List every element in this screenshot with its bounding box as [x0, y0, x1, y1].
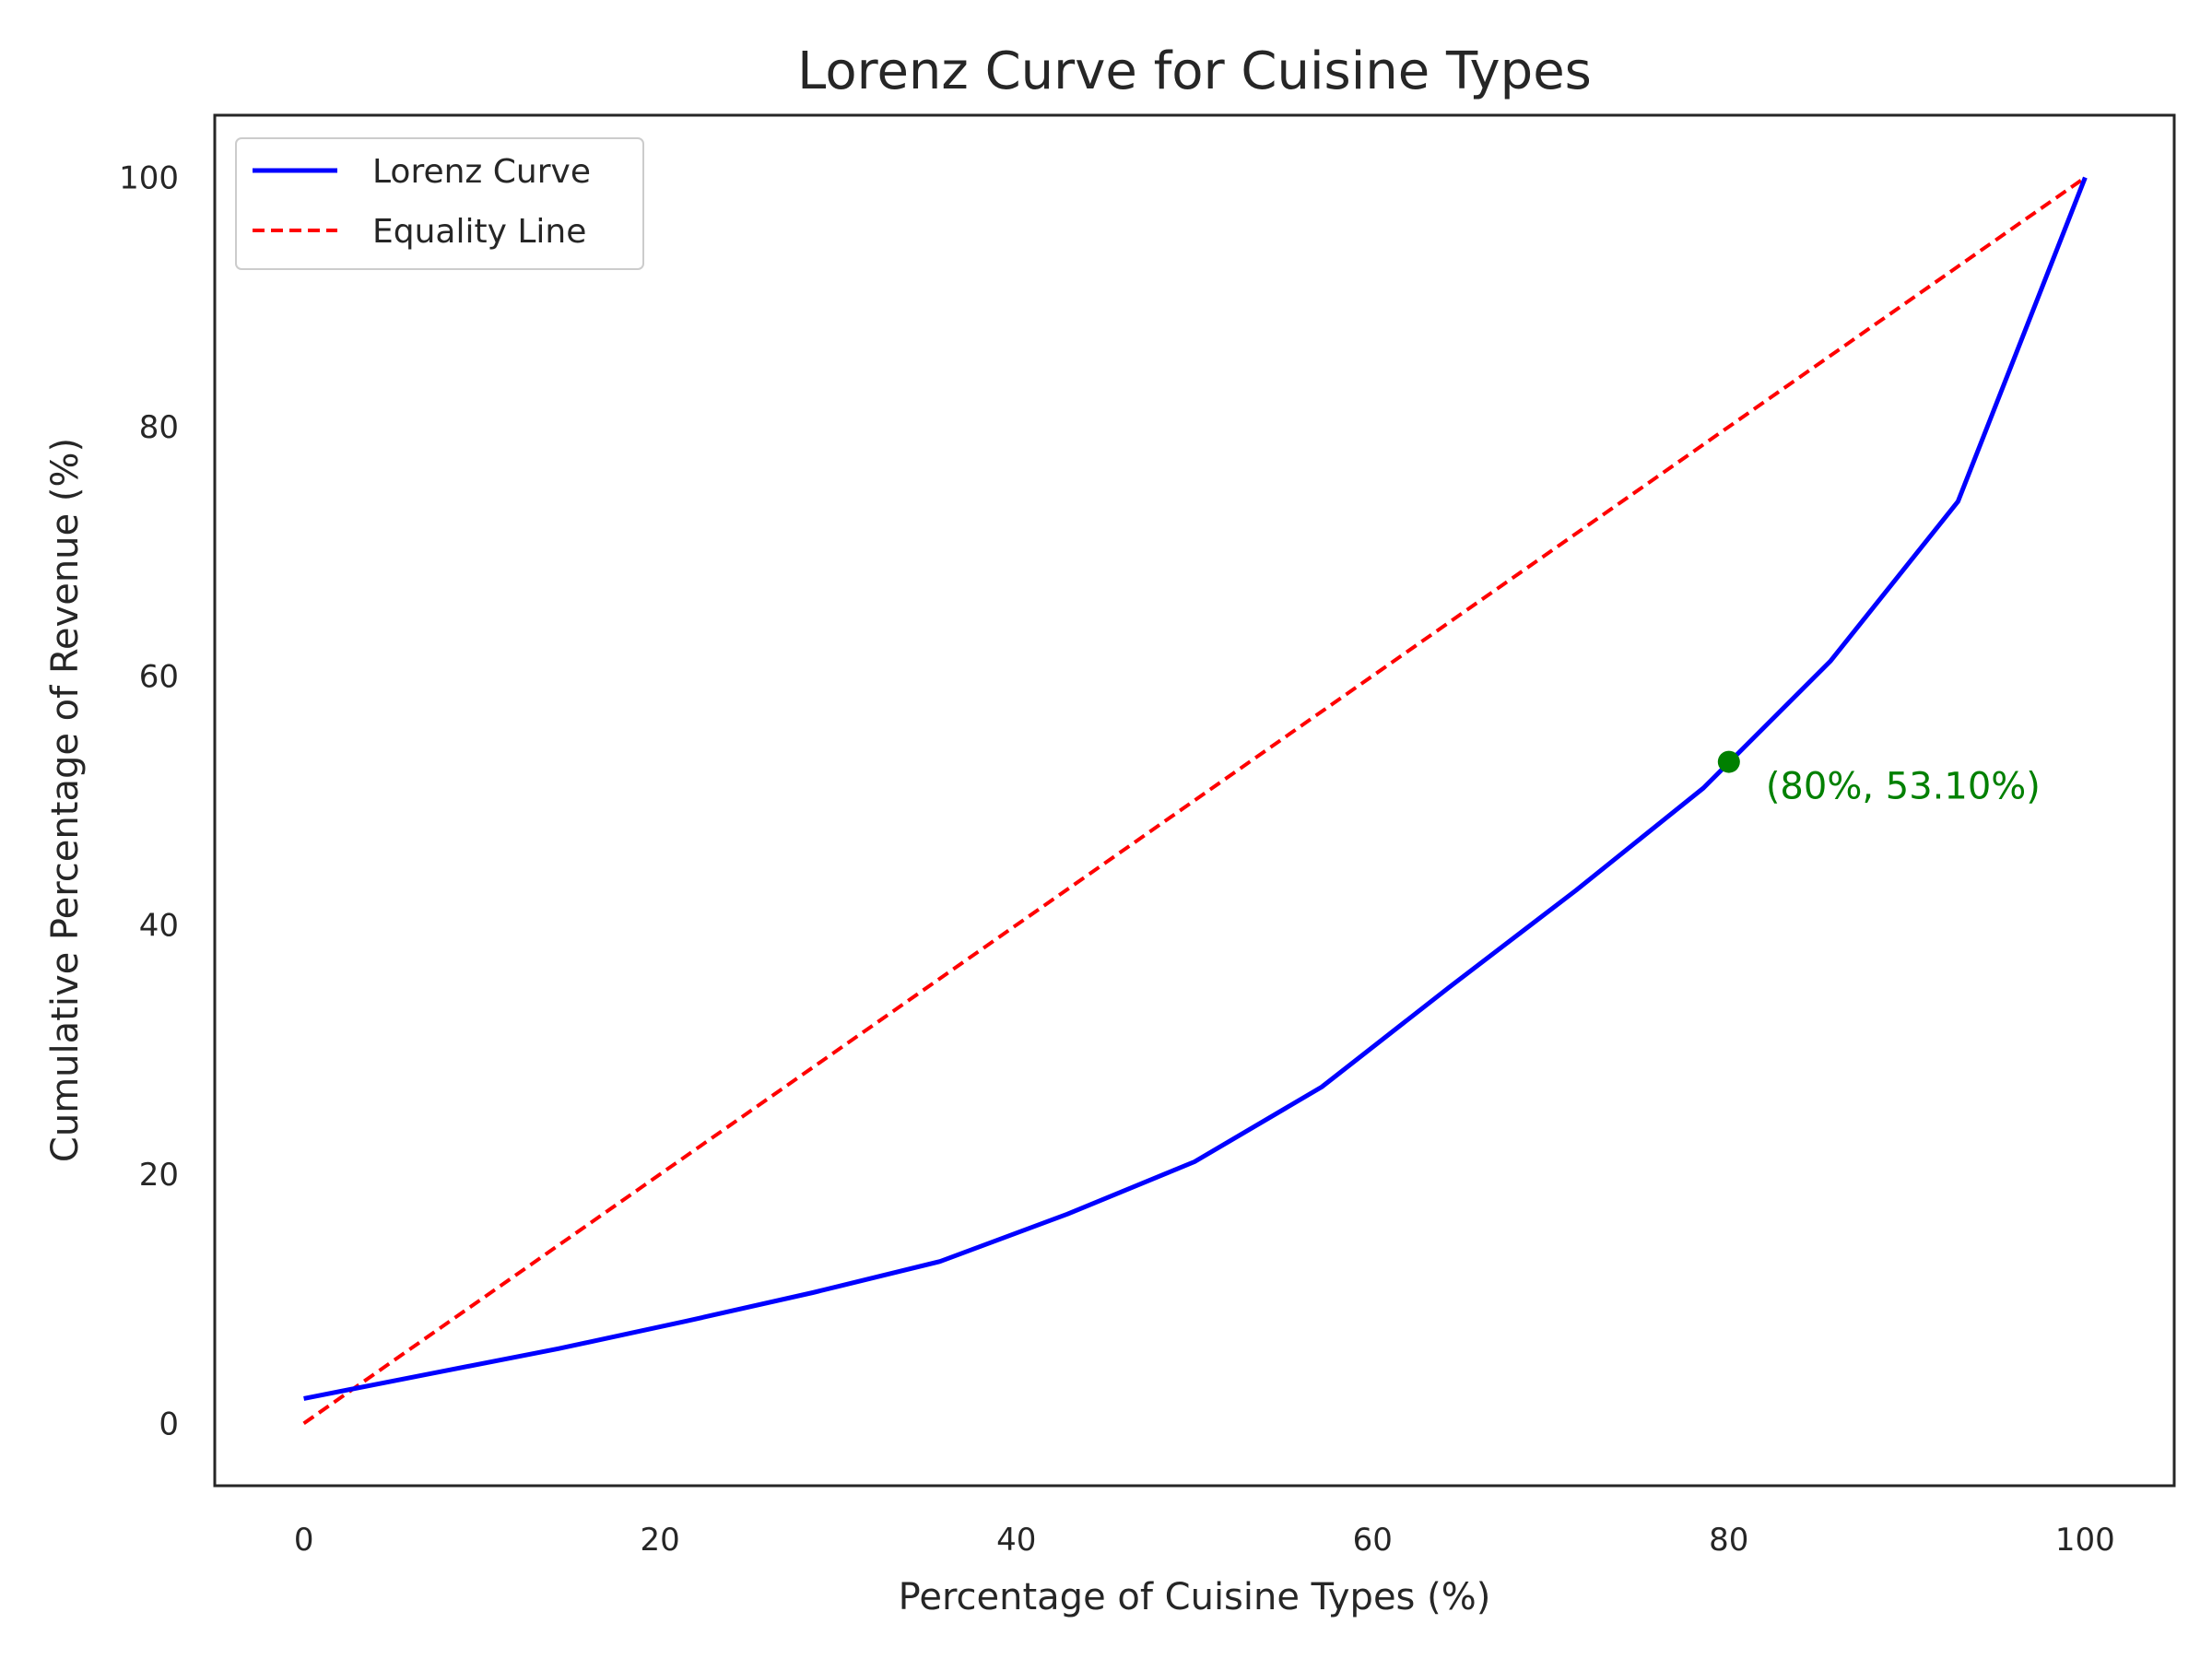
equality-line: [302, 175, 2087, 1426]
y-tick-label: 40: [139, 908, 179, 945]
lorenz-curve-line: [303, 176, 2088, 1401]
y-tick-label: 0: [159, 1406, 179, 1442]
x-tick-label: 60: [1353, 1522, 1393, 1559]
legend-lorenz-label: Lorenz Curve: [372, 153, 591, 191]
y-tick-label: 60: [139, 658, 179, 695]
axes-ticks: 0 20 40 60 80 100 0 20 40 60 80 100: [119, 160, 2115, 1559]
x-tick-label: 40: [996, 1522, 1036, 1559]
x-tick-label: 20: [641, 1522, 680, 1559]
x-tick-label: 80: [1709, 1522, 1748, 1559]
y-tick-label: 20: [139, 1157, 179, 1194]
annotation-point: [1717, 750, 1740, 773]
x-axis-title: Percentage of Cuisine Types (%): [899, 1576, 1491, 1618]
x-tick-label: 100: [2055, 1522, 2115, 1559]
legend: Lorenz Curve Equality Line: [235, 137, 644, 270]
annotation-label: (80%, 53.10%): [1766, 766, 2041, 808]
legend-equality-label: Equality Line: [372, 213, 586, 251]
chart-title: Lorenz Curve for Cuisine Types: [797, 41, 1592, 101]
y-axis-title: Cumulative Percentage of Revenue (%): [44, 438, 87, 1162]
legend-box: [235, 137, 644, 270]
x-tick-label: 0: [294, 1522, 314, 1559]
plot-frame: [213, 113, 2176, 1488]
y-tick-label: 80: [139, 409, 179, 446]
plot-area: (80%, 53.10%): [302, 175, 2088, 1426]
y-tick-label: 100: [119, 160, 179, 197]
